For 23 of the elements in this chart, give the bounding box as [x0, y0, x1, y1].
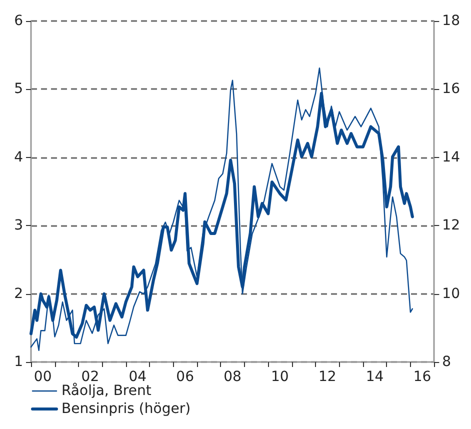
x-tick-label: 16: [413, 369, 432, 385]
y2-tick-label: 8: [442, 354, 452, 370]
x-tick-label: 02: [81, 369, 100, 385]
x-tick-label: 08: [224, 369, 242, 385]
y2-tick-label: 16: [442, 81, 460, 98]
y2-tick-label: 18: [442, 13, 460, 29]
y2-tick-label: 10: [442, 286, 460, 302]
y-tick-label: 6: [14, 13, 24, 29]
legend-label: Råolja, Brent: [62, 382, 152, 399]
x-tick-label: 14: [366, 369, 384, 385]
x-tick-label: 10: [271, 369, 289, 385]
y-tick-label: 5: [14, 81, 23, 98]
y-tick-label: 4: [14, 149, 24, 166]
y-tick-label: 2: [14, 286, 23, 302]
y-tick-label: 3: [14, 218, 23, 234]
x-tick-label: 12: [318, 369, 336, 385]
x-tick-label: 04: [128, 369, 147, 385]
y2-tick-label: 12: [442, 218, 460, 234]
x-tick-label: 06: [176, 369, 194, 385]
x-tick-label: 00: [34, 369, 52, 385]
y-tick-label: 1: [14, 354, 23, 370]
legend-label: Bensinpris (höger): [62, 401, 191, 417]
y2-tick-label: 14: [442, 149, 460, 166]
